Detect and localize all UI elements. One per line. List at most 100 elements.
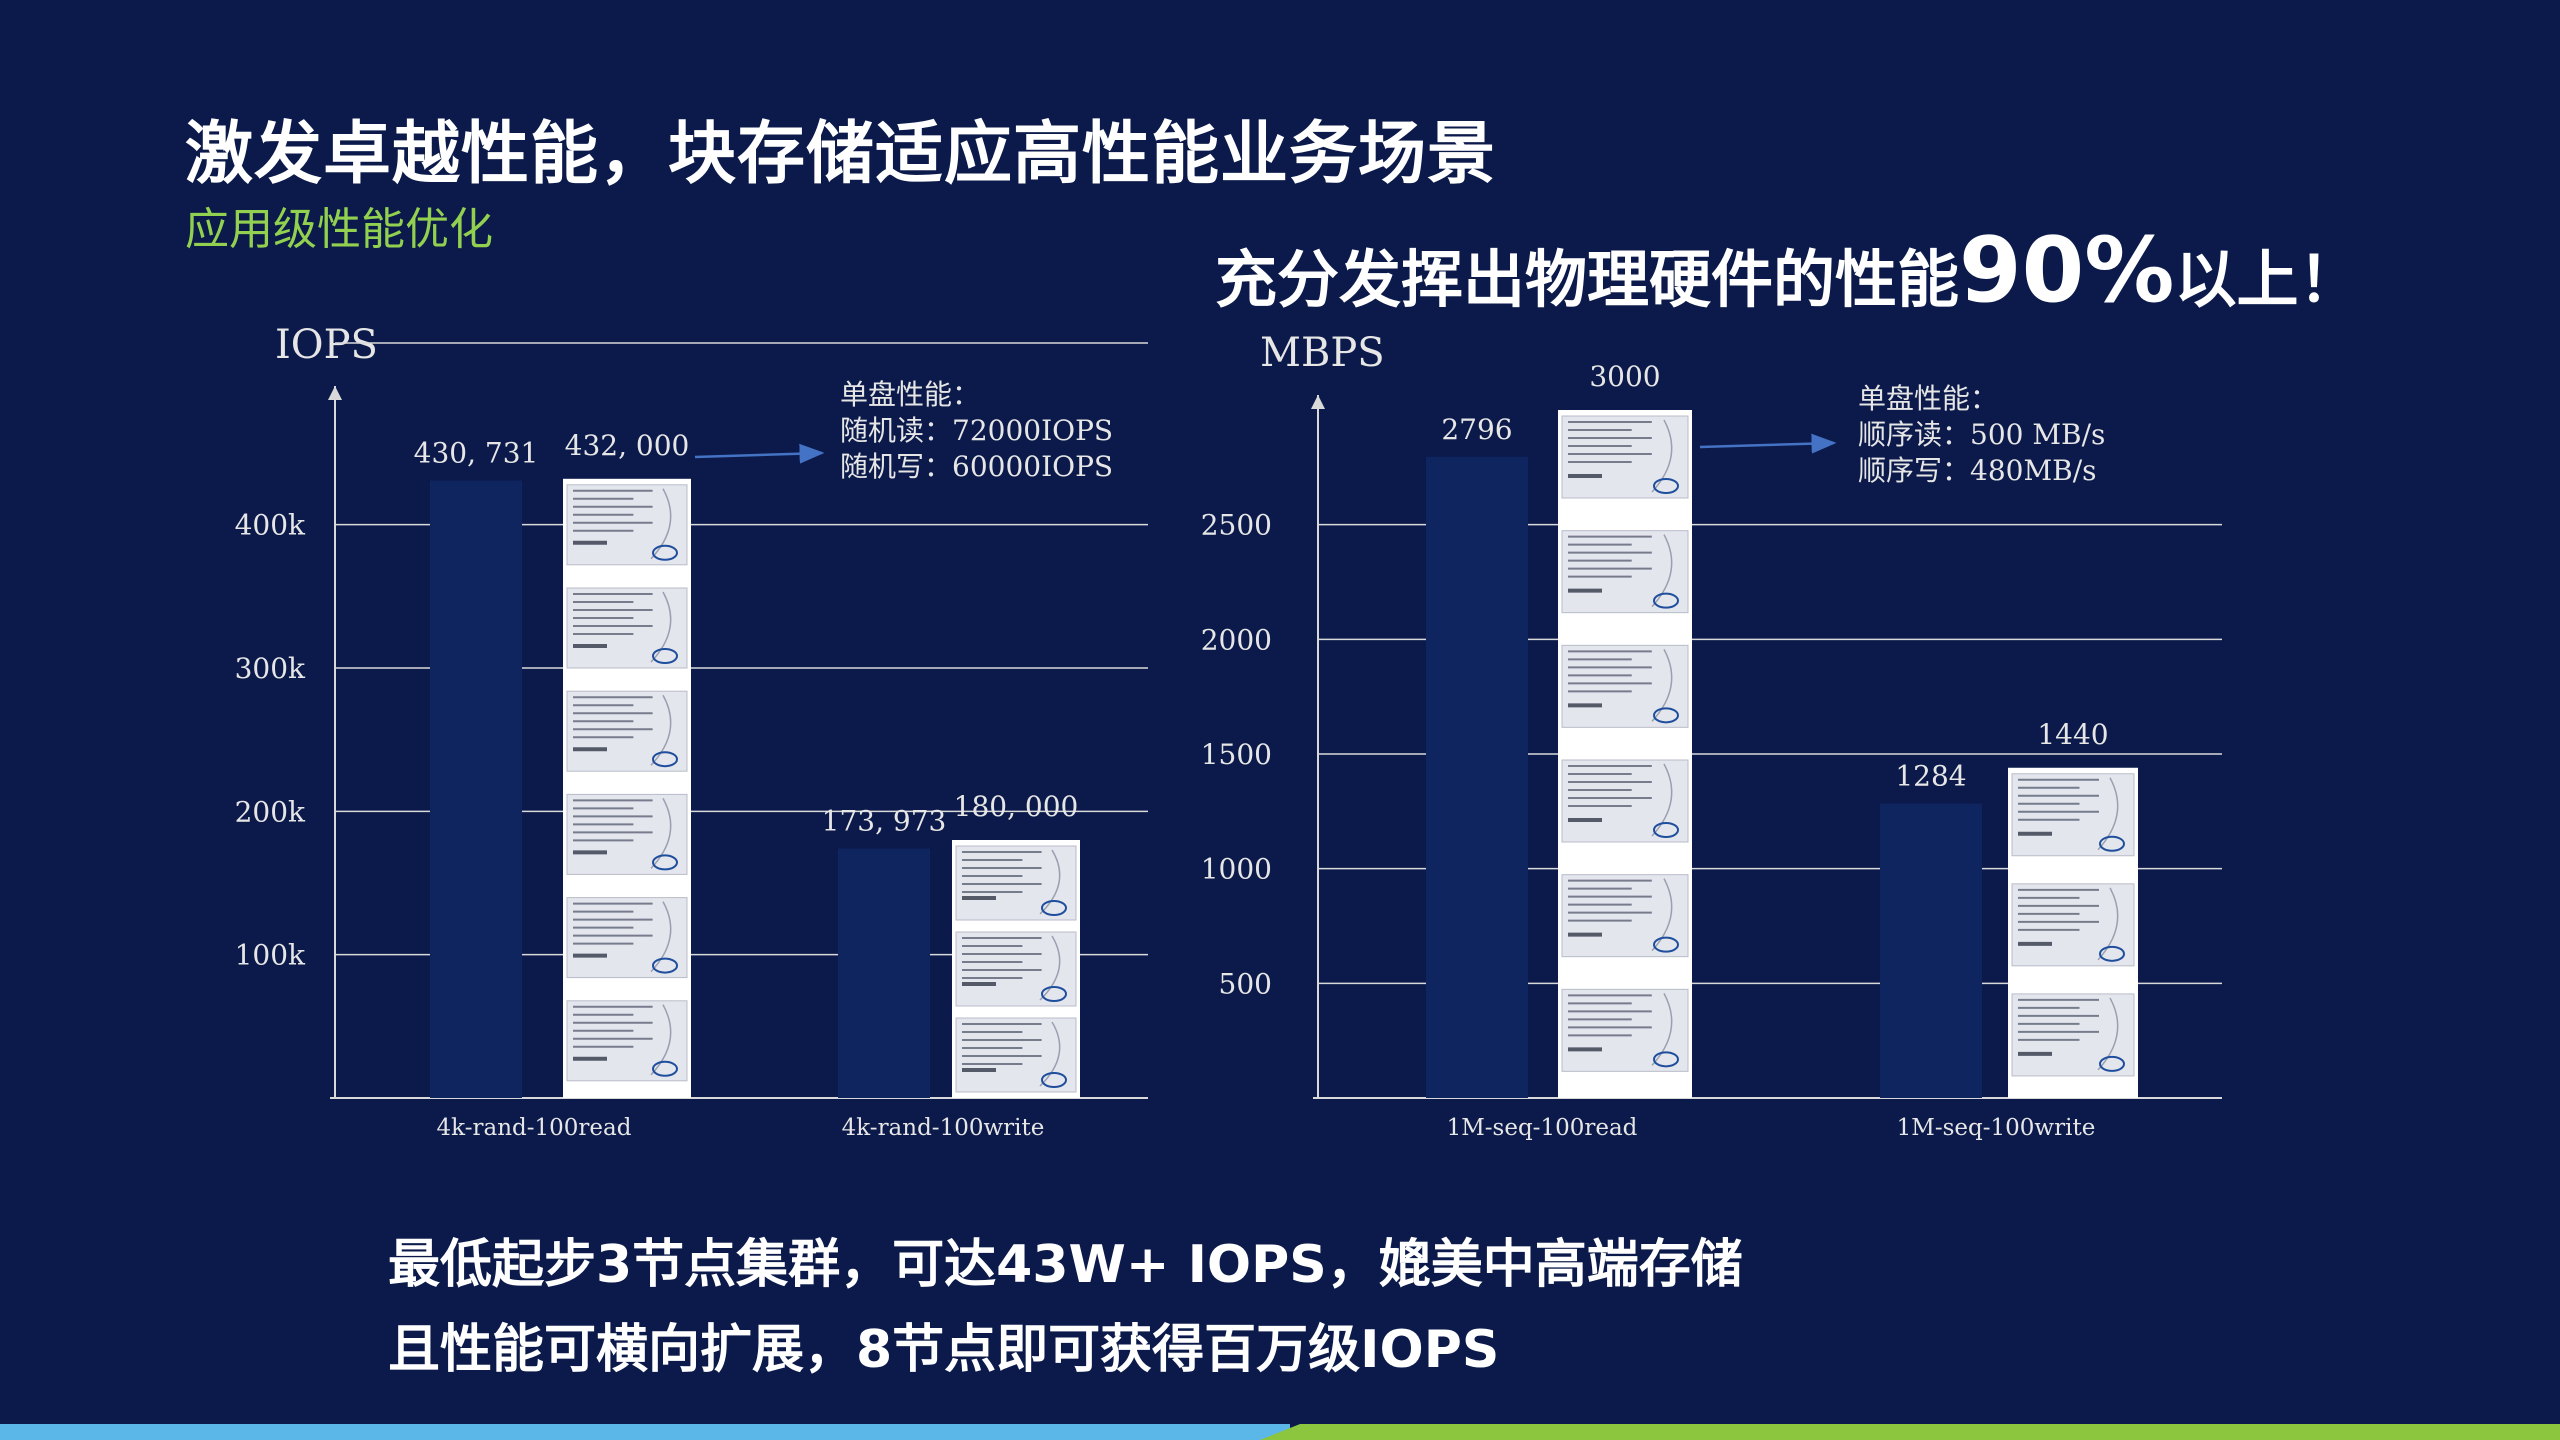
ssd-label-plate — [566, 1000, 688, 1082]
ssd-stack-background — [563, 478, 691, 1098]
ssd-drive-icon — [1558, 985, 1692, 1076]
bar-value-label: 430, 731 — [414, 437, 539, 470]
ssd-curve — [650, 1004, 672, 1076]
highlight-prefix: 充分发挥出物理硬件的性能 — [1215, 243, 1960, 316]
bar — [838, 848, 930, 1098]
ssd-curve — [2097, 887, 2119, 961]
ssd-drive-icon — [952, 1014, 1080, 1096]
ssd-curve — [650, 488, 672, 560]
x-tick-label: 1M-seq-100write — [1897, 1115, 2096, 1141]
intel-logo-icon — [1041, 900, 1067, 916]
y-axis-title: MBPS — [1260, 330, 1385, 376]
intel-logo-icon — [652, 648, 678, 664]
ssd-curve — [650, 694, 672, 766]
intel-logo-icon — [2099, 835, 2125, 852]
intel-logo-icon — [1041, 986, 1067, 1002]
intel-logo-icon — [1653, 822, 1679, 838]
annotation-line: 单盘性能： — [1858, 382, 1998, 415]
intel-logo-icon — [652, 854, 678, 871]
ssd-stack-background — [1558, 410, 1692, 1098]
ssd-curve — [1651, 648, 1673, 722]
ssd-label-plate — [2011, 993, 2135, 1077]
x-tick-label: 4k-rand-100write — [842, 1115, 1045, 1141]
ssd-curve — [650, 901, 672, 973]
ssd-label-plate — [1561, 415, 1689, 499]
bar-value-label: 2796 — [1441, 413, 1512, 446]
y-tick-label: 2500 — [1201, 509, 1272, 542]
intel-logo-icon — [652, 1060, 678, 1077]
bar-value-label: 1284 — [1895, 760, 1966, 793]
hardware-value-label: 3000 — [1589, 360, 1660, 393]
y-tick-label: 500 — [1219, 967, 1272, 1000]
ssd-curve — [2097, 777, 2119, 851]
ssd-drive-icon — [1558, 756, 1692, 846]
ssd-curve — [1039, 1021, 1061, 1087]
ssd-drive-icon — [563, 480, 691, 569]
intel-logo-icon — [1653, 592, 1679, 609]
ssd-curve — [650, 798, 672, 869]
x-tick-label: 4k-rand-100read — [437, 1115, 632, 1141]
annotation-line: 随机读：72000IOPS — [840, 414, 1113, 447]
intel-logo-icon — [652, 751, 678, 768]
ssd-drive-icon — [2008, 989, 2138, 1080]
annotation-line: 随机写：60000IOPS — [840, 450, 1113, 483]
hardware-value-label: 180, 000 — [954, 790, 1079, 823]
intel-logo-icon — [1653, 707, 1679, 724]
annotation-line: 顺序读：500 MB/s — [1858, 418, 2105, 451]
annotation-arrow — [694, 443, 825, 464]
annotation-line: 单盘性能： — [840, 378, 980, 411]
ssd-curve — [1039, 849, 1061, 915]
ssd-curve — [1651, 534, 1673, 608]
highlight-suffix: 以上！ — [2174, 243, 2361, 316]
ssd-drive-icon — [2008, 879, 2138, 970]
y-axis-arrow — [1311, 395, 1325, 409]
intel-logo-icon — [1653, 936, 1679, 953]
hardware-value-label: 1440 — [2037, 718, 2108, 751]
intel-logo-icon — [1653, 478, 1679, 494]
ssd-curve — [1651, 878, 1673, 952]
bottom-text-line-2: 且性能可横向扩展，8节点即可获得百万级IOPS — [388, 1320, 1500, 1380]
ssd-label-plate — [566, 793, 688, 875]
footer-bar-green — [1260, 1424, 2560, 1440]
ssd-label-plate — [2011, 883, 2135, 967]
hardware-value-label: 432, 000 — [565, 429, 690, 462]
y-tick-label: 400k — [235, 509, 306, 542]
footer-bar-blue — [0, 1424, 1290, 1440]
bar — [1880, 803, 1982, 1098]
annotation-line: 顺序写：480MB/s — [1858, 454, 2097, 487]
ssd-drive-icon — [563, 687, 691, 776]
y-tick-label: 2000 — [1201, 623, 1272, 656]
bar — [1426, 456, 1528, 1098]
intel-logo-icon — [652, 957, 678, 974]
bottom-text-line-1: 最低起步3节点集群，可达43W+ IOPS，媲美中高端存储 — [388, 1235, 1743, 1295]
highlight-statement: 充分发挥出物理硬件的性能90%以上！ — [1215, 218, 2360, 323]
intel-logo-icon — [2099, 945, 2125, 962]
ssd-drive-icon — [952, 842, 1080, 924]
ssd-drive-icon — [1558, 870, 1692, 961]
y-tick-label: 1000 — [1201, 853, 1272, 886]
page-subtitle: 应用级性能优化 — [185, 204, 493, 255]
ssd-curve — [1039, 935, 1061, 1001]
ssd-label-plate — [1561, 988, 1689, 1072]
ssd-drive-icon — [2008, 769, 2138, 860]
ssd-curve — [1651, 992, 1673, 1066]
y-tick-label: 300k — [235, 652, 306, 685]
intel-logo-icon — [1653, 1051, 1679, 1068]
ssd-label-plate — [1561, 530, 1689, 614]
ssd-label-plate — [566, 587, 688, 669]
ssd-label-plate — [566, 484, 688, 566]
annotation-arrow — [1699, 433, 1837, 454]
x-tick-label: 1M-seq-100read — [1447, 1115, 1638, 1141]
ssd-label-plate — [1561, 759, 1689, 843]
ssd-curve — [2097, 997, 2119, 1071]
ssd-drive-icon — [563, 996, 691, 1085]
intel-logo-icon — [1041, 1072, 1067, 1088]
y-tick-label: 200k — [235, 795, 306, 828]
y-axis-title: IOPS — [275, 322, 378, 368]
ssd-drive-icon — [1558, 526, 1692, 617]
ssd-label-plate — [566, 690, 688, 772]
ssd-drive-icon — [563, 584, 691, 672]
ssd-curve — [650, 591, 672, 663]
highlight-percent: 90% — [1959, 218, 2175, 323]
